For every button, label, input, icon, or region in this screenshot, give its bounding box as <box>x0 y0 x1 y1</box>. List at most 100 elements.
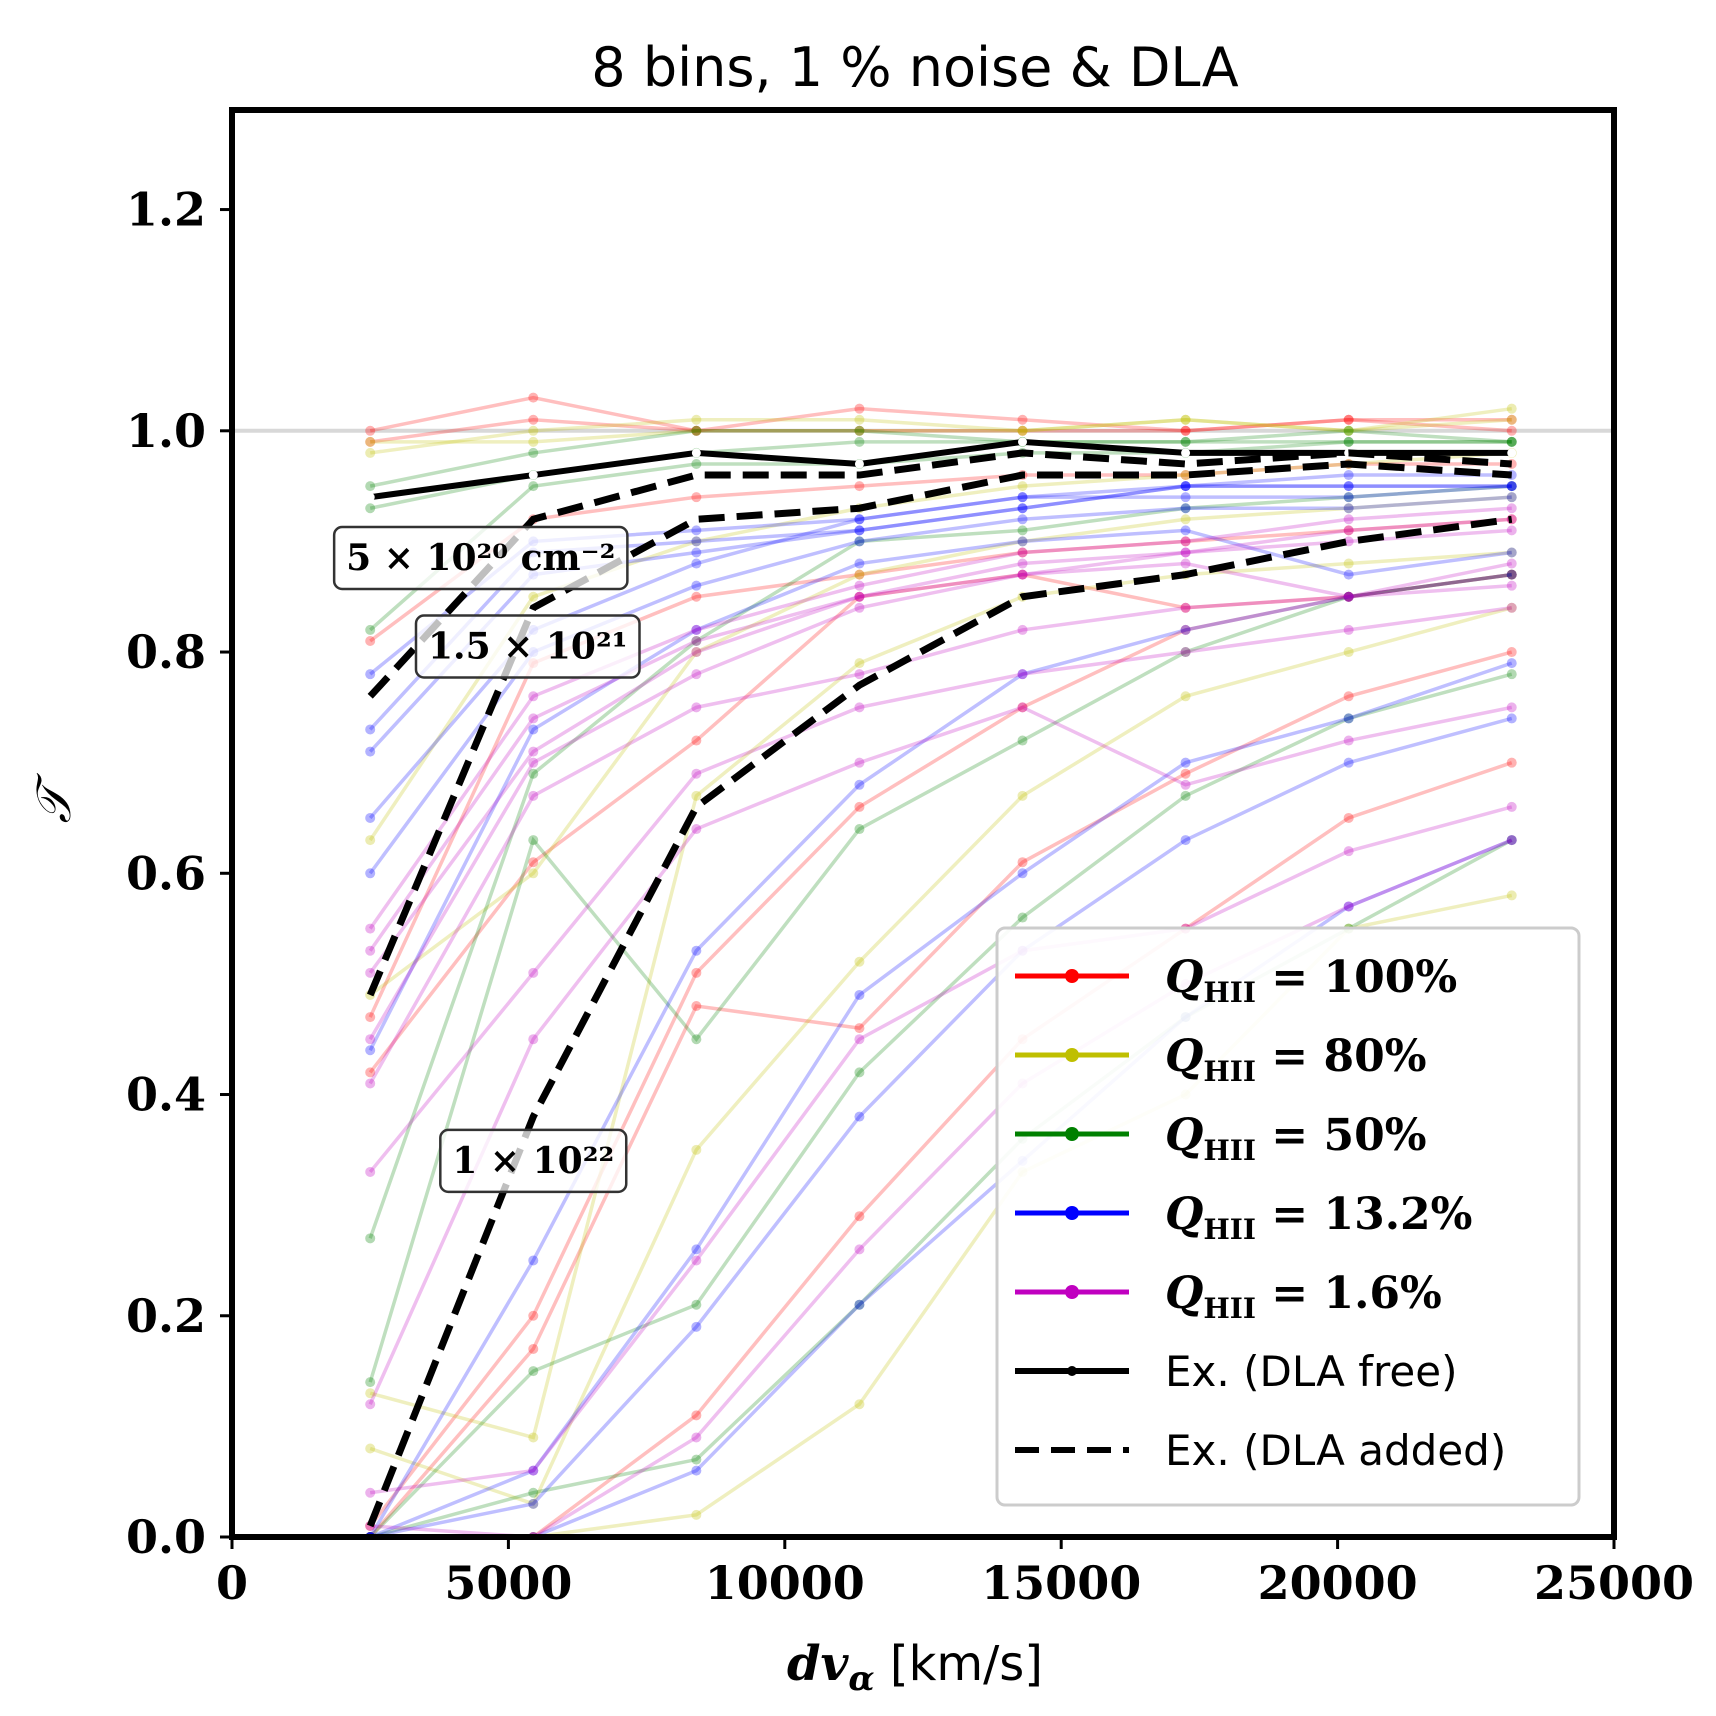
data-point <box>1180 647 1191 658</box>
legend-marker <box>1067 1366 1077 1376</box>
data-point <box>528 1432 539 1443</box>
data-point <box>365 481 376 492</box>
legend-entry: QHII = 1.6% <box>1015 1268 1442 1325</box>
data-point <box>1017 702 1028 713</box>
data-point <box>1506 835 1517 846</box>
data-point <box>1017 536 1028 547</box>
series-line <box>368 572 1512 1383</box>
data-point <box>1018 437 1028 447</box>
data-point <box>528 691 539 702</box>
data-point <box>691 448 701 458</box>
data-point <box>1343 503 1354 514</box>
data-point <box>365 1233 376 1244</box>
data-point <box>1343 901 1354 912</box>
legend-label: QHII = 80% <box>1165 1031 1427 1088</box>
data-point <box>1180 503 1191 514</box>
chart-title: 8 bins, 1 % noise & DLA <box>591 36 1238 99</box>
data-point <box>691 1410 702 1421</box>
series-line <box>369 606 1513 1506</box>
data-point <box>1343 591 1354 602</box>
x-tick-label: 25000 <box>1534 1556 1694 1610</box>
series-line <box>370 838 1513 1537</box>
data-point <box>1506 558 1517 569</box>
data-point <box>854 525 865 536</box>
data-point <box>1343 591 1354 602</box>
x-axis-label: dvα [km/s] <box>787 1636 1043 1699</box>
data-point <box>365 923 376 934</box>
data-point <box>691 536 702 547</box>
data-point <box>365 436 376 447</box>
series-line <box>368 606 1512 1174</box>
data-point <box>1506 425 1517 436</box>
data-point <box>1017 669 1028 680</box>
data-point <box>691 1144 702 1155</box>
data-point <box>691 425 702 436</box>
data-point <box>365 669 376 680</box>
series-4 <box>365 503 1517 1537</box>
y-tick-label: 0.2 <box>126 1289 206 1343</box>
y-tick-label: 0.4 <box>126 1068 206 1122</box>
data-point <box>854 558 865 569</box>
data-point <box>365 967 376 978</box>
data-point <box>1180 536 1191 547</box>
data-point <box>854 425 865 436</box>
data-point <box>854 658 865 669</box>
x-tick-label: 15000 <box>981 1556 1141 1610</box>
data-point <box>1180 790 1191 801</box>
data-point <box>854 956 865 967</box>
data-point <box>1017 514 1028 525</box>
data-point <box>528 768 539 779</box>
data-point <box>691 425 702 436</box>
series-line <box>369 716 1513 1537</box>
data-point <box>1343 647 1354 658</box>
legend-label: QHII = 50% <box>1165 1110 1427 1167</box>
series-line <box>368 672 1513 1537</box>
series-line <box>369 417 1512 444</box>
y-tick-label: 0.6 <box>126 846 206 900</box>
data-point <box>365 868 376 879</box>
data-point <box>1506 481 1517 492</box>
data-point <box>854 425 865 436</box>
data-point <box>528 724 539 735</box>
data-point <box>1343 735 1354 746</box>
legend-entry: QHII = 50% <box>1015 1110 1427 1167</box>
legend-frame <box>995 926 1581 1507</box>
series-2 <box>365 425 1517 1537</box>
data-point <box>691 1465 702 1476</box>
data-point <box>1343 414 1354 425</box>
data-point <box>691 425 702 436</box>
data-point <box>854 1299 865 1310</box>
data-point <box>691 1299 702 1310</box>
data-point <box>1506 481 1517 492</box>
data-point <box>854 1034 865 1045</box>
data-point <box>854 1023 865 1034</box>
data-point <box>1017 525 1028 536</box>
dla-added-line <box>366 515 1513 1528</box>
data-point <box>1343 425 1354 436</box>
data-point <box>1180 547 1191 558</box>
data-point <box>1506 569 1517 580</box>
data-point <box>1506 503 1517 514</box>
data-point <box>1180 481 1191 492</box>
data-point <box>691 702 702 713</box>
data-point <box>854 1211 865 1222</box>
series-line <box>369 805 1513 1495</box>
data-point <box>691 945 702 956</box>
data-point <box>691 624 702 635</box>
data-point <box>1017 790 1028 801</box>
data-point <box>528 857 539 868</box>
data-point <box>854 702 865 713</box>
data-point <box>1506 658 1517 669</box>
data-point <box>1343 591 1354 602</box>
series-1 <box>365 403 1517 1537</box>
data-point <box>1506 801 1517 812</box>
data-point <box>691 624 702 635</box>
data-point <box>1180 779 1191 790</box>
x-tick-label: 5000 <box>444 1556 572 1610</box>
series-line <box>370 761 1513 1537</box>
series-line <box>369 661 1513 1537</box>
data-point <box>1506 414 1517 425</box>
data-point <box>528 746 539 757</box>
data-point <box>365 447 376 458</box>
data-point <box>528 481 539 492</box>
